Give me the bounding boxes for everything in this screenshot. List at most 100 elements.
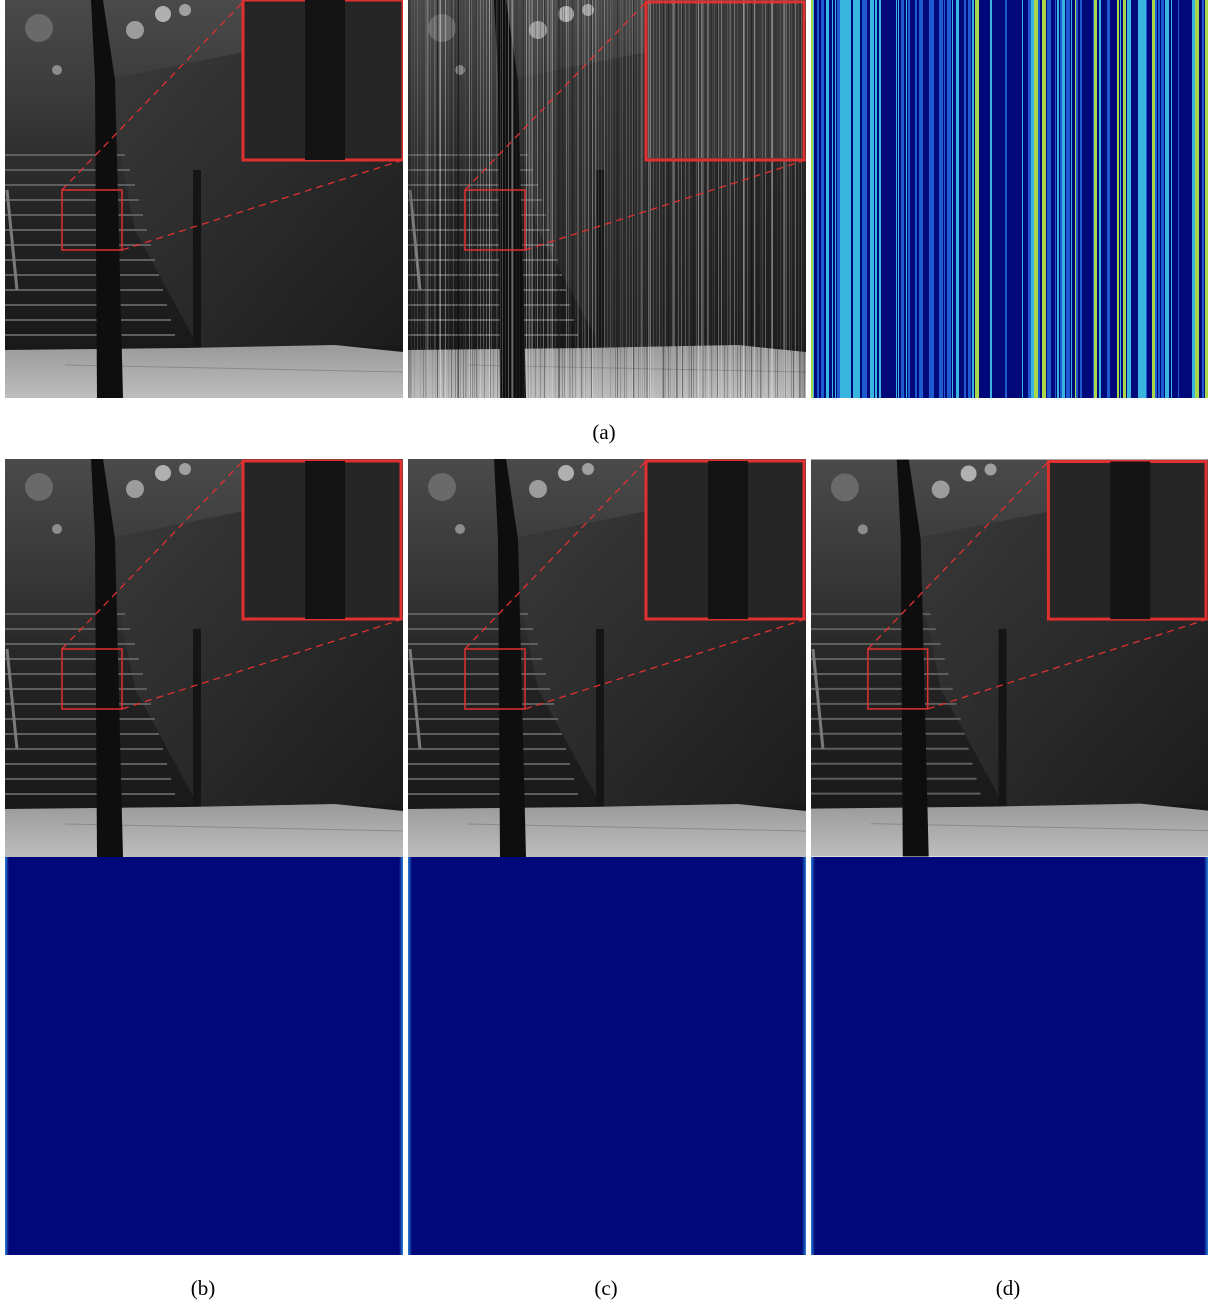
stripe-noise-line	[761, 0, 762, 398]
stripe-noise-line	[466, 0, 467, 398]
stripe-noise-line	[724, 0, 725, 398]
heatmap-stripe	[933, 0, 934, 398]
stripe-noise-line	[677, 0, 678, 398]
stripe-noise-line	[744, 0, 745, 398]
zoom-region-box	[61, 189, 123, 251]
stripe-noise-line	[677, 3, 678, 158]
stripe-noise-line	[641, 0, 642, 398]
stripe-noise-line	[638, 0, 639, 398]
stripe-noise-line	[408, 0, 409, 398]
heatmap-stripe	[1062, 0, 1065, 398]
stripe-noise-line	[729, 0, 730, 398]
stripe-noise-line	[425, 0, 426, 398]
stripe-noise-line	[491, 0, 492, 398]
heatmap-stripe	[1155, 0, 1157, 398]
stripe-noise-line	[592, 0, 593, 398]
heatmap-stripe	[1055, 0, 1056, 398]
stripe-noise-line	[702, 3, 703, 158]
stripe-noise-line	[610, 0, 611, 398]
stripe-noise-line	[714, 3, 715, 158]
heatmap-stripe	[947, 0, 948, 398]
stripe-noise-line	[749, 3, 750, 158]
heatmap-stripe	[1205, 0, 1208, 398]
heatmap-panel-c-residual	[408, 857, 806, 1255]
stripe-noise-line	[575, 0, 576, 398]
heatmap-stripe	[969, 0, 971, 398]
stripe-noise-line	[793, 3, 794, 158]
stripe-noise-line	[648, 0, 649, 398]
stripe-noise-line	[585, 0, 586, 398]
heatmap-stripe	[826, 0, 829, 398]
stripe-noise-line	[581, 0, 582, 398]
stripe-noise-line	[508, 0, 509, 398]
heatmap-stripe	[1093, 0, 1094, 398]
stripe-noise-line	[604, 0, 605, 398]
heatmap-stripe	[1192, 0, 1195, 398]
stripe-noise-line	[662, 0, 663, 398]
stripe-noise-line	[522, 0, 523, 398]
stripe-noise-line	[789, 3, 790, 158]
stripe-noise-line	[785, 3, 786, 158]
heatmap-stripe	[870, 0, 874, 398]
stripe-noise-line	[584, 0, 585, 398]
stripe-noise-line	[783, 3, 784, 158]
stripe-noise-line	[791, 3, 792, 158]
heatmap-stripe	[1138, 0, 1142, 398]
stripe-noise-line	[620, 0, 621, 398]
zoom-region-box	[867, 648, 929, 710]
stripe-noise-line	[564, 0, 565, 398]
stripe-noise-line	[547, 0, 548, 398]
stripe-noise-line	[798, 3, 799, 158]
stripe-noise-line	[795, 0, 796, 398]
stripe-noise-line	[705, 0, 706, 398]
heatmap-stripe	[1060, 0, 1062, 398]
stripe-noise-line	[803, 0, 804, 398]
stripe-noise-line	[673, 0, 674, 398]
heatmap-stripe	[968, 0, 969, 398]
stripe-noise-line	[745, 0, 746, 398]
zoom-region-box	[464, 648, 526, 710]
stripe-noise-line	[649, 0, 650, 398]
heatmap-stripe	[1076, 0, 1078, 398]
heatmap-stripe	[1099, 0, 1101, 398]
stripe-noise-line	[559, 0, 560, 398]
stripe-noise-line	[743, 0, 744, 398]
heatmap-stripe	[964, 0, 966, 398]
stripe-noise-line	[646, 0, 647, 398]
stripe-noise-line	[801, 3, 802, 158]
stripe-noise-line	[490, 0, 491, 398]
stripe-noise-line	[760, 0, 761, 398]
stripe-noise-line	[794, 3, 795, 158]
stripe-noise-line	[804, 0, 805, 398]
stripe-noise-line	[568, 0, 569, 398]
stripe-noise-line	[602, 0, 603, 398]
stripe-noise-line	[670, 3, 671, 158]
stripe-noise-line	[674, 3, 675, 158]
stripe-noise-line	[771, 0, 772, 398]
stripe-noise-line	[685, 3, 686, 158]
stripe-noise-line	[529, 0, 530, 398]
stripe-noise-line	[721, 3, 722, 158]
stripe-noise-line	[451, 0, 452, 398]
stripe-noise-line	[800, 3, 801, 158]
stripe-noise-line	[434, 0, 435, 398]
stripe-noise-line	[505, 0, 506, 398]
heatmap-panel-a-noise	[811, 0, 1208, 398]
stripe-noise-line	[729, 3, 730, 158]
stripe-noise-line	[470, 0, 471, 398]
stripe-noise-line	[801, 0, 802, 398]
stripe-noise-line	[519, 0, 520, 398]
stripe-noise-line	[642, 0, 643, 398]
heatmap-stripe	[944, 0, 945, 398]
stripe-noise-line	[664, 0, 665, 398]
stripe-noise-line	[786, 3, 787, 158]
stripe-noise-line	[727, 0, 728, 398]
stripe-noise-line	[502, 0, 503, 398]
stripe-noise-line	[516, 0, 517, 398]
stripe-noise-line	[802, 0, 803, 398]
heatmap-stripe	[1202, 0, 1203, 398]
stripe-noise-line	[500, 0, 501, 398]
stripe-noise-line	[737, 3, 738, 158]
heatmap-stripe	[1120, 0, 1121, 398]
stripe-noise-line	[644, 0, 645, 398]
